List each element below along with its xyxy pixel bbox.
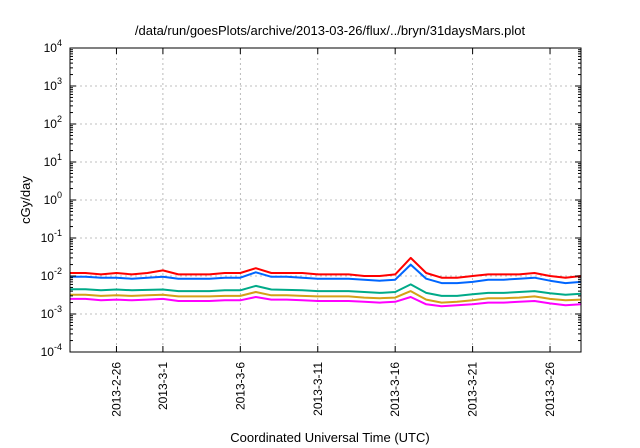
- chart-title: /data/run/goesPlots/archive/2013-03-26/f…: [135, 23, 526, 38]
- x-tick-label: 2013-3-6: [233, 362, 247, 410]
- y-tick-label: 10-4: [41, 342, 62, 359]
- y-tick-exponent: -1: [54, 228, 62, 238]
- y-tick-label: 10-3: [41, 304, 62, 321]
- y-tick-label: 10-1: [41, 228, 62, 245]
- series-layer: [70, 256, 582, 308]
- series-line: [70, 263, 582, 285]
- y-tick-label: 102: [44, 114, 62, 131]
- y-tick-exponent: 2: [57, 114, 62, 124]
- x-tick-label: 2013-3-1: [156, 362, 170, 410]
- x-axis-label: Coordinated Universal Time (UTC): [230, 430, 429, 445]
- y-tick-exponent: -2: [54, 266, 62, 276]
- y-tick-exponent: -4: [54, 342, 62, 352]
- x-tick-label: 2013-3-26: [543, 362, 557, 417]
- series-line: [70, 256, 582, 279]
- y-tick-exponent: 4: [57, 38, 62, 48]
- y-tick-label: 103: [44, 76, 62, 93]
- y-tick-label: 10-2: [41, 266, 62, 283]
- x-tick-label: 2013-3-16: [388, 362, 402, 417]
- y-axis-label: cGy/day: [18, 176, 33, 224]
- y-tick-exponent: 3: [57, 76, 62, 86]
- series-line: [70, 290, 582, 304]
- y-tick-label: 104: [44, 38, 62, 55]
- y-tick-label: 101: [44, 152, 62, 169]
- x-tick-label: 2013-3-11: [311, 362, 325, 416]
- x-tick-label: 2013-3-21: [466, 362, 480, 417]
- y-tick-exponent: -3: [54, 304, 62, 314]
- x-tick-label: 2013-2-26: [109, 362, 123, 417]
- series-line: [70, 283, 582, 297]
- x-axis-ticks: 2013-2-26 2013-3-1 2013-3-6 2013-3-11 2013-3…: [109, 48, 557, 417]
- y-tick-label: 100: [44, 190, 62, 207]
- y-tick-exponent: 1: [57, 152, 62, 162]
- series-line: [70, 296, 582, 308]
- y-tick-exponent: 0: [57, 190, 62, 200]
- grid: [70, 48, 581, 352]
